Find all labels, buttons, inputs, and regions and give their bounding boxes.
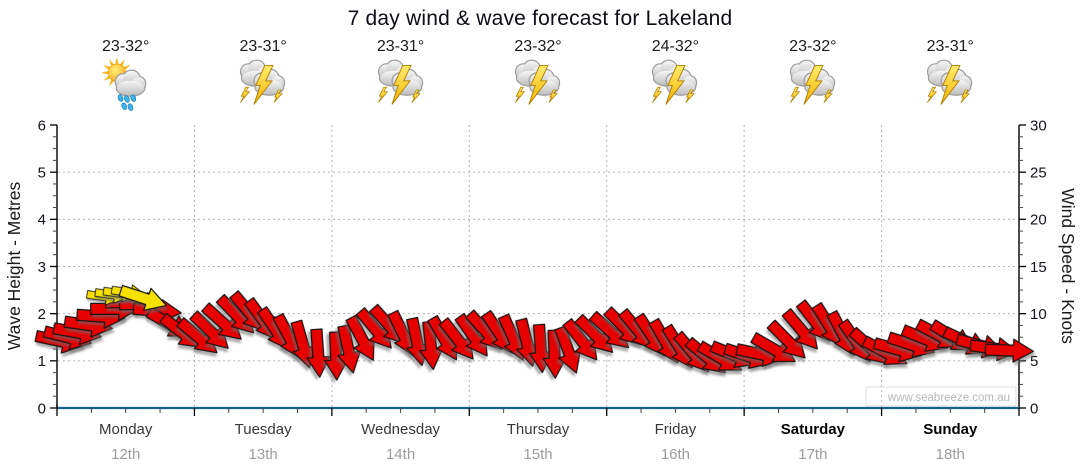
raindrop-icon: [117, 94, 124, 102]
left-axis-tick-label: 0: [38, 400, 46, 417]
right-axis-label: Wind Speed - Knots: [1058, 188, 1078, 344]
small-lightning-icon: [789, 86, 801, 103]
day-date: 13th: [249, 446, 278, 463]
raindrop-icon: [121, 102, 127, 110]
lightning-bolt-icon: [253, 65, 274, 105]
right-axis-tick-label: 30: [1030, 117, 1047, 134]
wind-arrow: [781, 308, 818, 350]
lightning-bolt-icon: [665, 65, 687, 105]
day-date: 15th: [523, 446, 552, 463]
wind-arrow: [337, 324, 361, 374]
left-axis-tick-label: 1: [38, 353, 46, 370]
thunderstorm-icon: [377, 59, 423, 105]
small-lightning-icon: [411, 89, 421, 103]
day-date: 16th: [661, 446, 690, 463]
wind-arrow: [750, 332, 796, 363]
wind-arrow: [118, 284, 168, 311]
forecast-day-cell: 23-31°: [333, 38, 469, 117]
small-lightning-icon: [927, 86, 938, 103]
watermark: www.seabreeze.com.au: [887, 392, 1010, 404]
day-date: 12th: [111, 446, 140, 463]
wind-arrow: [201, 302, 242, 340]
small-lightning-icon: [377, 86, 388, 103]
lightning-bolt-icon: [528, 65, 549, 105]
left-axis-tick-label: 5: [38, 164, 46, 181]
day-name: Wednesday: [361, 421, 440, 438]
day-temp-range: 23-32°: [102, 38, 150, 55]
raindrop-icon: [130, 94, 136, 102]
wind-arrow: [554, 325, 581, 374]
raindrop-icon: [127, 103, 134, 111]
left-axis-tick-label: 4: [38, 212, 46, 229]
wind-arrow: [290, 319, 316, 369]
day-temp-range: 24-32°: [651, 38, 700, 55]
sun-cloud-rain-icon: [100, 56, 147, 111]
plot-area: 0 1 2 3 4 5 6 0 5 10 15 20 25 30 Monday 12th Tuesday 13th…: [34, 117, 1047, 463]
forecast-day-cell: 23-32°: [58, 38, 194, 117]
forecast-day-cell: 23-32°: [470, 38, 606, 117]
lightning-bolt-icon: [391, 65, 412, 105]
day-date: 18th: [936, 446, 965, 463]
left-axis-label: Wave Height - Metres: [4, 181, 24, 350]
thunderstorm-icon: [927, 59, 973, 105]
thunderstorm-icon: [789, 59, 836, 105]
day-temp-range: 23-31°: [376, 38, 425, 55]
day-name: Monday: [99, 421, 153, 438]
day-name: Saturday: [781, 421, 846, 438]
raindrop-icon: [123, 95, 130, 103]
right-axis-tick-label: 15: [1030, 259, 1047, 276]
forecast-day-cell: 23-31°: [882, 38, 1018, 117]
day-name: Sunday: [923, 421, 978, 438]
wind-arrow: [574, 313, 614, 353]
wind-arrow: [454, 312, 488, 357]
small-lightning-icon: [652, 86, 663, 103]
small-lightning-icon: [823, 89, 833, 103]
right-axis-tick-label: 20: [1030, 212, 1047, 229]
small-lightning-icon: [273, 89, 283, 103]
small-lightning-icon: [960, 89, 971, 103]
wind-arrow: [562, 318, 598, 361]
wind-arrow: [438, 317, 474, 360]
lightning-bolt-icon: [940, 65, 961, 105]
lightning-bolt-icon: [803, 65, 824, 105]
watermark-box: [865, 386, 1017, 407]
chart-title: 7 day wind & wave forecast for Lakeland: [347, 7, 733, 30]
small-lightning-icon: [515, 86, 526, 103]
wind-arrow: [306, 328, 331, 378]
forecast-day-cell: 23-31°: [195, 38, 331, 117]
day-temp-range: 23-32°: [514, 38, 562, 55]
thunderstorm-icon: [514, 59, 561, 105]
wind-arrow: [984, 338, 1034, 363]
forecast-day-cell: 23-32°: [745, 38, 881, 117]
right-axis-tick-label: 5: [1030, 353, 1038, 370]
small-lightning-icon: [240, 86, 251, 103]
day-temp-range: 23-32°: [789, 38, 837, 55]
wind-arrow: [355, 307, 392, 349]
day-name: Thursday: [507, 421, 570, 438]
right-axis-tick-label: 10: [1030, 306, 1047, 323]
left-axis-tick-label: 2: [38, 306, 46, 323]
day-temp-range: 23-31°: [239, 38, 287, 55]
thunderstorm-icon: [240, 59, 286, 105]
day-name: Friday: [655, 421, 697, 438]
day-name: Tuesday: [235, 421, 292, 438]
right-axis-tick-label: 0: [1030, 400, 1038, 417]
forecast-day-cell: 24-32°: [607, 38, 743, 117]
left-axis-tick-label: 6: [38, 117, 46, 134]
small-lightning-icon: [685, 89, 696, 103]
day-temp-range: 23-31°: [926, 38, 974, 55]
left-axis-tick-label: 3: [38, 259, 46, 276]
cloud: [114, 69, 147, 97]
right-axis-tick-label: 25: [1030, 164, 1047, 181]
small-lightning-icon: [548, 89, 558, 103]
wind-arrow: [189, 310, 229, 349]
day-date: 17th: [798, 446, 827, 463]
wind-arrow: [766, 319, 806, 359]
day-date: 14th: [386, 446, 415, 463]
thunderstorm-icon: [652, 59, 698, 105]
